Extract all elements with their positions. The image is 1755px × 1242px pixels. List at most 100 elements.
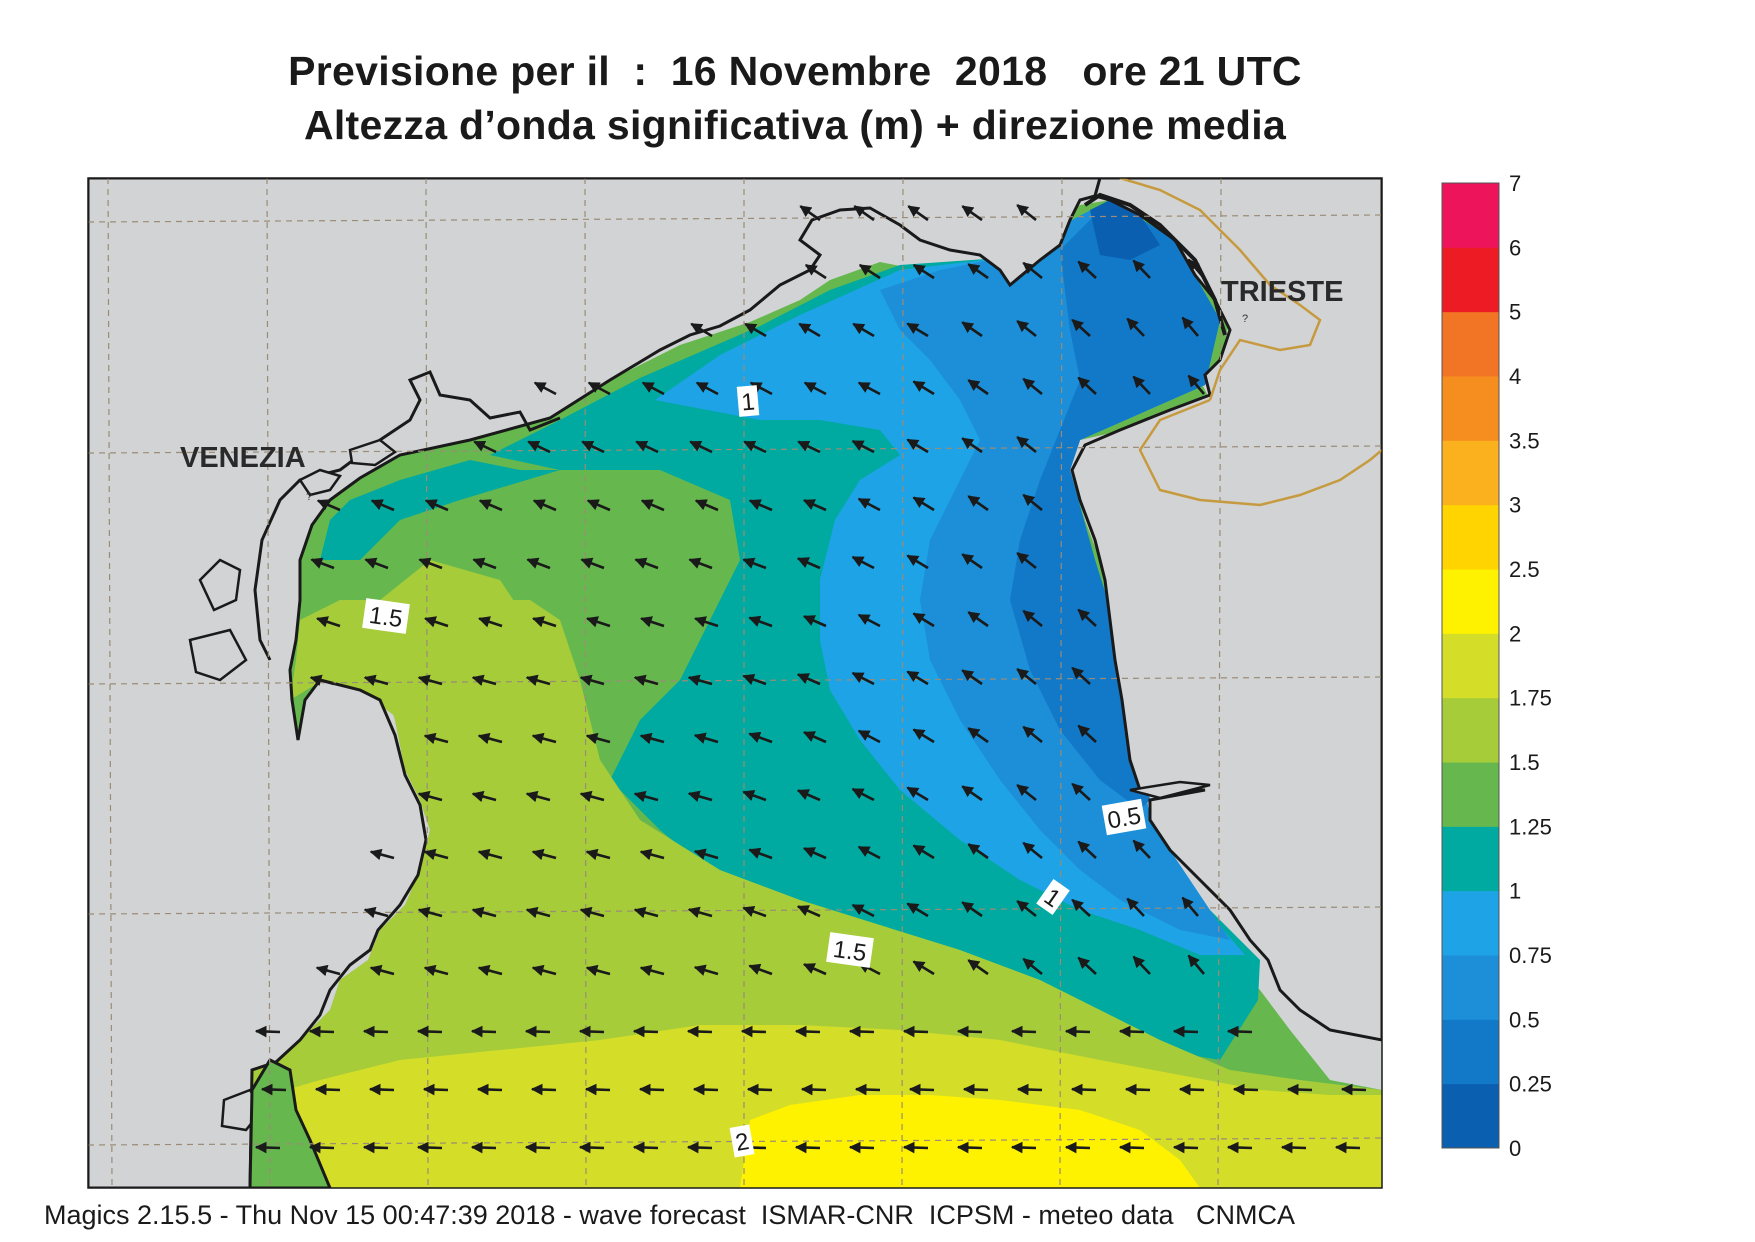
legend-swatch: [1442, 633, 1499, 699]
wave-direction-arrow: [423, 732, 449, 745]
wave-direction-arrow: [742, 557, 767, 570]
legend-swatch: [1442, 183, 1499, 248]
legend-swatch: [1442, 890, 1499, 956]
wave-direction-arrow: [802, 847, 827, 860]
wave-direction-arrow: [478, 499, 503, 512]
wave-direction-arrow: [1077, 956, 1097, 975]
wave-direction-arrow: [802, 731, 827, 744]
wave-direction-arrow: [1132, 259, 1151, 279]
istria-peninsula-tip: [1129, 780, 1211, 800]
wave-direction-arrow: [578, 1025, 605, 1038]
legend-swatch: [1442, 311, 1499, 377]
legend-swatch: [1442, 826, 1499, 892]
wave-direction-arrow: [961, 553, 983, 570]
wave-direction-arrow: [315, 964, 341, 977]
wave-direction-arrow: [639, 732, 665, 745]
legend-swatch: [1442, 1019, 1499, 1085]
wave-direction-arrow: [796, 905, 821, 918]
wave-direction-arrow: [961, 901, 983, 918]
legend-tick-label: 0.75: [1509, 943, 1552, 968]
wave-direction-arrow: [1016, 204, 1037, 222]
wave-direction-arrow: [1226, 1025, 1253, 1038]
wave-direction-arrow: [906, 438, 929, 454]
wave-direction-arrow: [967, 843, 989, 860]
wave-direction-arrow: [369, 964, 395, 977]
wave-direction-arrow: [581, 440, 605, 454]
map-footer: Magics 2.15.5 - Thu Nov 15 00:47:39 2018…: [44, 1200, 1296, 1230]
wave-direction-arrow: [912, 844, 935, 860]
wave-direction-arrow: [1187, 374, 1205, 395]
wave-direction-arrow: [802, 963, 827, 976]
wave-direction-arrow: [585, 732, 611, 745]
map-title-line1: Previsione per il : 16 Novembre 2018 ore…: [288, 48, 1302, 94]
wave-direction-arrow: [254, 1141, 281, 1154]
wave-direction-arrow: [744, 322, 767, 338]
wave-direction-arrow: [796, 557, 821, 570]
wave-direction-arrow: [967, 959, 989, 976]
wave-direction-arrow: [424, 499, 449, 512]
wave-direction-arrow: [851, 671, 875, 686]
wave-direction-arrow: [1126, 317, 1145, 337]
wave-direction-arrow: [471, 674, 497, 686]
sea-band-2.0: [740, 1095, 1200, 1188]
wave-direction-arrow: [364, 557, 389, 570]
wave-direction-arrow: [308, 1141, 335, 1154]
wave-direction-arrow: [1132, 955, 1151, 975]
wave-direction-arrow: [748, 499, 773, 512]
wave-direction-arrow: [796, 673, 821, 686]
wave-direction-arrow: [853, 205, 875, 222]
sea-band-0.25: [1010, 200, 1220, 810]
contour-label: 1: [736, 385, 760, 417]
wave-direction-arrow: [584, 1083, 611, 1096]
wave-direction-arrow: [1022, 725, 1043, 744]
wave-direction-arrow: [851, 903, 875, 918]
wave-direction-arrow: [748, 963, 773, 976]
wave-direction-arrow: [639, 964, 665, 977]
wave-direction-arrow: [902, 1141, 929, 1154]
wave-direction-arrow: [417, 790, 443, 803]
wave-direction-arrow: [743, 440, 767, 454]
legend-tick-label: 1: [1509, 879, 1521, 904]
legend-tick-label: 5: [1509, 300, 1521, 325]
city-marker: ?: [306, 491, 312, 503]
city-label-trieste: TRIESTE: [1221, 276, 1343, 308]
legend-tick-label: 1.75: [1509, 686, 1552, 711]
wave-direction-arrow: [586, 616, 611, 628]
wave-direction-arrow: [857, 729, 881, 744]
wave-direction-arrow: [967, 263, 989, 280]
wave-direction-arrow: [686, 1025, 713, 1038]
wave-direction-arrow: [902, 1025, 929, 1038]
wave-direction-arrow: [310, 557, 335, 570]
wave-direction-arrow: [1016, 1083, 1043, 1096]
wave-direction-arrow: [526, 557, 551, 570]
wave-direction-arrow: [368, 1083, 395, 1096]
wave-direction-arrow: [1022, 841, 1043, 860]
wave-direction-arrow: [416, 1025, 443, 1038]
wave-direction-arrow: [742, 905, 767, 918]
wave-direction-arrow: [632, 1141, 659, 1154]
wave-direction-arrow: [1077, 724, 1097, 743]
wave-direction-arrow: [532, 616, 557, 628]
wave-direction-arrow: [524, 1141, 551, 1154]
wave-direction-arrow: [967, 379, 989, 396]
wave-direction-arrow: [1334, 1141, 1361, 1154]
wave-direction-arrow: [693, 848, 719, 860]
wave-direction-arrow: [639, 848, 665, 861]
wave-direction-arrow: [586, 499, 611, 512]
wave-direction-arrow: [907, 205, 929, 222]
wave-direction-arrow: [851, 555, 875, 570]
wave-direction-arrow: [1118, 1141, 1145, 1154]
wave-direction-arrow: [422, 1083, 449, 1096]
wave-direction-arrow: [688, 557, 713, 570]
wave-direction-arrow: [906, 670, 929, 686]
national-border: [1119, 178, 1382, 507]
wave-direction-arrow: [470, 1141, 497, 1154]
color-legend: 0 0.25 0.5 0.75 1 1.25 1.5 1.75 2 2.5 3 3.5 4 5 6 7: [1441, 171, 1552, 1161]
wave-direction-arrow: [1071, 782, 1091, 801]
wave-direction-arrow: [798, 322, 821, 338]
wave-direction-arrow: [1124, 1083, 1151, 1096]
wave-direction-arrow: [527, 440, 551, 454]
wave-direction-arrow: [524, 1025, 551, 1038]
wave-direction-arrow: [1071, 898, 1091, 917]
wave-direction-arrow: [854, 1083, 881, 1096]
